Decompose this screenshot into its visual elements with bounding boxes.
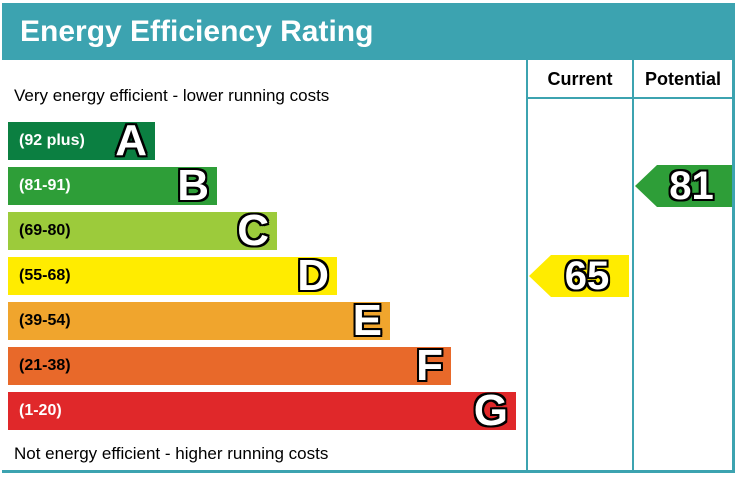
band-row-d: (55-68) D (8, 251, 337, 300)
potential-column-divider (632, 60, 634, 473)
table-right-border (732, 60, 735, 473)
chart-title: Energy Efficiency Rating (20, 15, 374, 48)
band-range-label: (21-38) (19, 357, 71, 374)
current-column-divider (526, 60, 528, 473)
header-underline (526, 97, 735, 99)
band-row-c: (69-80) C (8, 206, 277, 255)
current-rating-value: 65 (564, 253, 610, 298)
band-letter: F (416, 341, 443, 390)
band-letter: E (352, 296, 382, 345)
band-letter: B (177, 161, 209, 210)
potential-column-header: Potential (644, 69, 721, 89)
top-caption: Very energy efficient - lower running co… (14, 86, 330, 105)
band-row-g: (1-20) G (8, 386, 516, 435)
band-range-label: (81-91) (19, 177, 71, 194)
band-row-f: (21-38) F (8, 341, 451, 390)
band-range-label: (55-68) (19, 267, 71, 284)
band-range-label: (92 plus) (19, 132, 85, 149)
band-row-b: (81-91) B (8, 161, 217, 210)
band-letter: G (473, 386, 508, 435)
band-range-label: (1-20) (19, 402, 62, 419)
band-letter: A (115, 116, 147, 165)
current-rating-arrow: 65 (529, 255, 629, 297)
band-range-label: (69-80) (19, 222, 71, 239)
table-bottom-border (2, 470, 735, 473)
band-letter: D (297, 251, 329, 300)
chart-title-bar: Energy Efficiency Rating (2, 3, 735, 60)
band-row-a: (92 plus) A (8, 116, 155, 165)
current-column-header: Current (547, 69, 613, 89)
band-range-label: (39-54) (19, 312, 71, 329)
potential-rating-arrow: 81 (635, 165, 732, 207)
band-row-e: (39-54) E (8, 296, 390, 345)
potential-rating-value: 81 (669, 163, 714, 208)
bottom-caption: Not energy efficient - higher running co… (14, 444, 329, 463)
band-letter: C (237, 206, 269, 255)
